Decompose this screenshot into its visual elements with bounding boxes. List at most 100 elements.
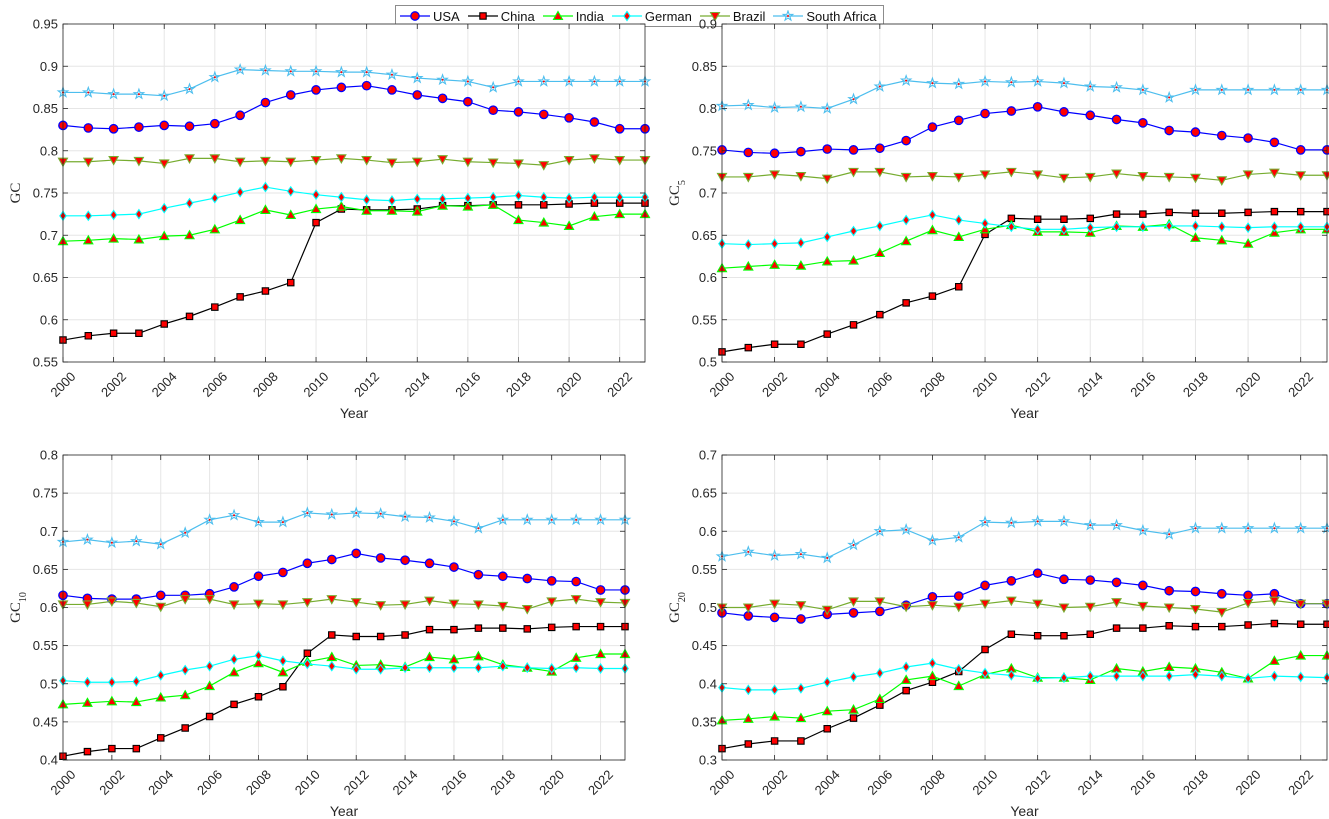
data-point	[108, 155, 120, 166]
x-tick-label: 2020	[536, 767, 567, 798]
data-point	[107, 676, 116, 688]
data-point	[474, 624, 483, 632]
data-point	[926, 533, 939, 546]
data-point-center	[1036, 80, 1039, 83]
data-point	[979, 170, 991, 181]
data-point	[823, 724, 831, 733]
data-point	[181, 664, 190, 676]
legend-marker-icon	[709, 11, 721, 22]
data-point	[108, 233, 120, 243]
data-point	[1190, 127, 1201, 138]
legend-item-brazil: Brazil	[699, 9, 765, 24]
data-point	[1218, 209, 1226, 218]
x-tick-label: 2000	[706, 767, 737, 798]
data-point	[514, 190, 523, 201]
series-line	[721, 80, 1327, 110]
data-point	[450, 662, 458, 674]
data-point-center	[184, 531, 187, 534]
data-point-center	[1273, 527, 1276, 530]
data-point	[411, 205, 423, 216]
data-point	[1243, 590, 1253, 601]
data-point	[496, 513, 510, 526]
data-point	[821, 174, 833, 185]
data-point	[133, 233, 145, 244]
data-point	[523, 625, 532, 633]
data-point	[84, 210, 93, 222]
data-point	[184, 121, 195, 132]
x-tick-label: 2000	[47, 767, 78, 798]
data-point	[362, 194, 371, 206]
data-point	[795, 260, 807, 270]
x-tick-label: 2018	[487, 767, 518, 798]
y-axis-title: GC	[8, 183, 24, 204]
data-point	[562, 74, 576, 87]
data-point	[1189, 83, 1202, 96]
data-point	[447, 514, 461, 527]
data-point	[795, 601, 807, 611]
x-tick-label: 2004	[149, 369, 180, 400]
legend-label: South Africa	[806, 8, 877, 24]
legend-label: India	[575, 8, 604, 24]
data-point	[388, 195, 396, 207]
data-point	[899, 523, 913, 536]
data-point	[563, 155, 575, 166]
data-point-center	[416, 77, 419, 80]
data-point	[1083, 79, 1097, 92]
y-tick-label: 0.75	[33, 486, 58, 501]
data-point	[310, 203, 322, 214]
y-axis-title-base: GC	[8, 602, 24, 623]
data-point	[1165, 208, 1173, 217]
data-point	[84, 332, 93, 340]
x-tick-label: 2002	[96, 767, 127, 798]
data-point	[425, 662, 434, 674]
data-point	[595, 648, 607, 659]
x-tick-label: 2018	[1180, 767, 1211, 798]
data-point-center	[550, 518, 553, 521]
x-tick-label: 2006	[199, 369, 230, 400]
data-point	[160, 320, 168, 328]
y-tick-label: 0.45	[692, 638, 717, 653]
data-point	[1215, 521, 1229, 534]
data-point	[615, 191, 624, 203]
data-point	[400, 555, 410, 566]
data-point	[184, 154, 195, 164]
series-line	[722, 171, 1327, 181]
data-point	[1242, 170, 1254, 181]
data-point	[953, 115, 964, 126]
data-point	[571, 576, 581, 587]
data-point	[312, 218, 320, 227]
data-point	[797, 237, 805, 249]
y-tick-label: 0.65	[33, 270, 58, 285]
data-point-center	[355, 511, 358, 514]
data-point	[209, 118, 220, 129]
data-point	[795, 172, 807, 182]
data-point-center	[306, 511, 309, 514]
data-point	[1033, 672, 1042, 684]
data-point-center	[747, 104, 750, 107]
data-point	[303, 649, 312, 657]
x-tick-label: 2002	[759, 767, 790, 798]
data-point	[1084, 602, 1096, 613]
data-point	[900, 172, 912, 183]
data-point	[595, 598, 607, 608]
x-tick-label: 2016	[1127, 369, 1158, 400]
data-point-center	[618, 80, 621, 83]
data-point-center	[1273, 88, 1276, 91]
x-tick-label: 2018	[1180, 369, 1211, 400]
data-point	[1323, 207, 1329, 216]
data-point-center	[826, 107, 829, 110]
data-point-center	[188, 88, 191, 91]
data-point	[874, 597, 886, 608]
data-point	[769, 148, 780, 159]
legend-swatch-icon	[773, 10, 804, 22]
data-point	[1242, 238, 1254, 248]
data-point-center	[593, 80, 596, 83]
data-point	[1296, 207, 1305, 216]
data-point	[401, 662, 409, 674]
data-point-center	[568, 80, 571, 83]
legend-marker-icon	[552, 10, 564, 21]
legend-item-india: India	[542, 8, 604, 24]
data-point	[83, 123, 94, 133]
data-point	[1005, 596, 1017, 607]
data-point-center	[1299, 527, 1302, 530]
